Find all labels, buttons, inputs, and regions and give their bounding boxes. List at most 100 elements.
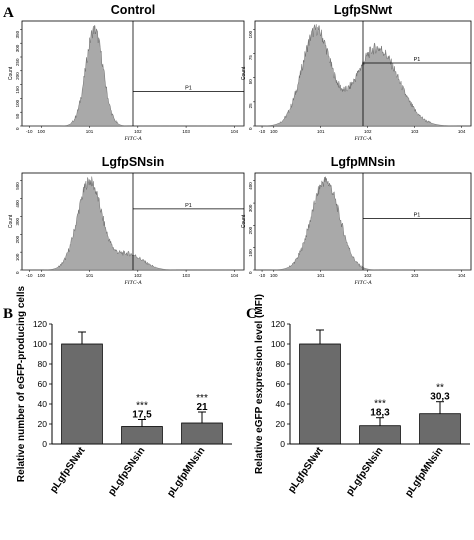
y-tick-label: 100 — [248, 249, 253, 257]
category-label: pLgfpSNsin — [344, 445, 385, 497]
bar-chart-c: 0 20 40 60 80 100 120 Relative eGFP esxpression… — [254, 294, 470, 499]
significance-label: *** — [136, 401, 148, 412]
bar — [61, 343, 103, 445]
gate-label: P1 — [185, 203, 192, 209]
bar — [121, 426, 163, 445]
y-tick-label: 120 — [33, 319, 47, 329]
panel-label-c: C — [246, 306, 257, 322]
x-tick-label: 101 — [317, 273, 325, 278]
bar — [299, 343, 341, 445]
x-axis-label: FITC-A — [353, 136, 372, 142]
y-tick-label: 75 — [248, 55, 253, 61]
y-tick-label: 250 — [15, 58, 20, 66]
y-tick-label: 350 — [15, 30, 20, 38]
y-tick-label: 0 — [280, 439, 285, 449]
x-tick-label: 101 — [86, 129, 94, 134]
data-label: 30,3 — [430, 392, 450, 403]
y-tick-label: 200 — [15, 72, 20, 80]
x-tick-label: 101 — [86, 273, 94, 278]
gate-label: P1 — [185, 85, 192, 91]
y-tick-label: 60 — [38, 379, 48, 389]
y-tick-label: 80 — [276, 359, 286, 369]
category-label: pLgfpSNwt — [48, 445, 88, 495]
y-axis-label: Count — [241, 66, 247, 80]
x-tick-label: 100 — [270, 273, 278, 278]
x-tick-label: 104 — [231, 129, 239, 134]
x-tick-label: 103 — [182, 273, 190, 278]
y-tick-label: 100 — [33, 339, 47, 349]
x-tick-label: 103 — [411, 273, 419, 278]
bar — [181, 422, 223, 445]
y-tick-label: 200 — [15, 235, 20, 243]
bar — [419, 413, 461, 445]
y-tick-label: 80 — [38, 359, 48, 369]
x-axis-label: FITC-A — [123, 136, 142, 142]
histogram-3: LgfpMNsin P1 0 100 200 300 400 Count -10 100 101 10… — [241, 155, 472, 286]
significance-label: ** — [436, 383, 444, 394]
x-tick-label: 102 — [364, 273, 372, 278]
gate-label: P1 — [414, 213, 421, 219]
histogram-1: LgfpSNwt P1 0 25 50 75 100 Count -10 100 101 102 103… — [241, 3, 472, 142]
y-tick-label: 0 — [248, 127, 253, 130]
y-tick-label: 300 — [15, 44, 20, 52]
y-tick-label: 400 — [248, 182, 253, 190]
x-tick-label: 103 — [182, 129, 190, 134]
histogram-2: LgfpSNsin P1 0 100 200 300 400 500 Count -10 100 10… — [8, 155, 245, 286]
x-tick-label: -10 — [26, 273, 33, 278]
x-tick-label: 100 — [38, 273, 46, 278]
y-tick-label: 0 — [42, 439, 47, 449]
y-tick-label: 200 — [248, 226, 253, 234]
category-label: pLgfpMNsin — [403, 445, 445, 499]
bar — [359, 425, 401, 445]
y-axis-label: Count — [8, 66, 14, 80]
y-axis-label: Count — [8, 214, 14, 228]
category-label: pLgfpSNsin — [106, 445, 147, 497]
y-tick-label: 100 — [271, 339, 285, 349]
y-tick-label: 300 — [248, 204, 253, 212]
x-axis-label: FITC-A — [123, 280, 142, 286]
x-tick-label: 103 — [411, 129, 419, 134]
x-tick-label: 102 — [134, 129, 142, 134]
x-tick-label: 104 — [231, 273, 239, 278]
histogram-title-control: Control — [111, 3, 155, 17]
bar-chart-b: 0 20 40 60 80 100 120 Relative number of eGFP-p… — [16, 285, 232, 499]
gate-label: P1 — [414, 57, 421, 63]
histogram-title-lgfpsnsin: LgfpSNsin — [102, 155, 165, 169]
data-label: 17,5 — [132, 410, 152, 421]
x-tick-label: -10 — [26, 129, 33, 134]
y-tick-label: 60 — [276, 379, 286, 389]
y-tick-label: 0 — [248, 271, 253, 274]
y-tick-label: 300 — [15, 217, 20, 225]
x-axis-label: FITC-A — [353, 280, 372, 286]
x-tick-label: 101 — [317, 129, 325, 134]
y-tick-label: 100 — [15, 253, 20, 261]
y-tick-label: 40 — [276, 399, 286, 409]
y-tick-label: 50 — [15, 113, 20, 119]
y-tick-label: 100 — [248, 30, 253, 38]
y-axis-label: Relative eGFP esxpression level (MFI) — [254, 294, 265, 474]
data-label: 18,3 — [370, 408, 390, 419]
data-label: 21 — [196, 402, 208, 413]
histogram-title-lgfpsnwt: LgfpSNwt — [334, 3, 393, 17]
x-tick-label: -10 — [259, 273, 266, 278]
y-tick-label: 0 — [15, 271, 20, 274]
panel-label-b: B — [3, 306, 13, 322]
y-tick-label: 120 — [271, 319, 285, 329]
y-tick-label: 50 — [248, 79, 253, 85]
y-tick-label: 150 — [15, 86, 20, 94]
y-tick-label: 20 — [276, 419, 286, 429]
significance-label: *** — [196, 393, 208, 404]
y-axis-label: Count — [241, 214, 247, 228]
x-tick-label: 102 — [364, 129, 372, 134]
histogram-0: Control P1 0 50 100 150 200 250 300 350 Count -10 10… — [8, 3, 245, 142]
y-tick-label: 500 — [15, 182, 20, 190]
x-tick-label: 104 — [458, 273, 466, 278]
y-tick-label: 20 — [38, 419, 48, 429]
y-tick-label: 0 — [15, 127, 20, 130]
category-label: pLgfpMNsin — [165, 445, 207, 499]
y-tick-label: 400 — [15, 200, 20, 208]
x-tick-label: 102 — [134, 273, 142, 278]
x-tick-label: 104 — [458, 129, 466, 134]
y-tick-label: 100 — [15, 99, 20, 107]
category-label: pLgfpSNwt — [286, 445, 326, 495]
